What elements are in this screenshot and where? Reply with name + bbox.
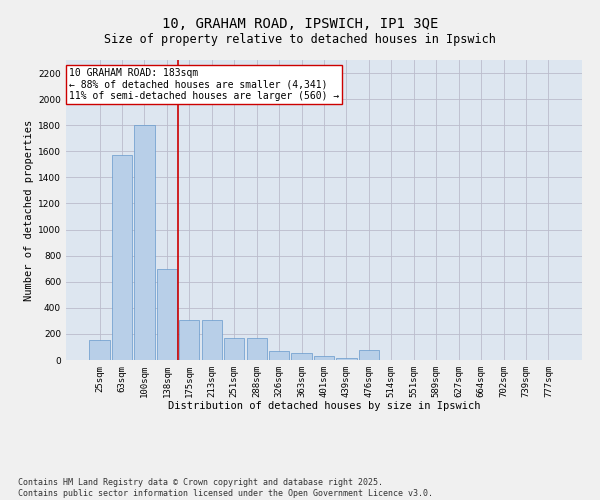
- Bar: [89, 340, 110, 360]
- Bar: [202, 320, 222, 360]
- Bar: [269, 351, 289, 360]
- Bar: [112, 154, 132, 360]
- Text: Size of property relative to detached houses in Ipswich: Size of property relative to detached ho…: [104, 32, 496, 46]
- X-axis label: Distribution of detached houses by size in Ipswich: Distribution of detached houses by size …: [168, 402, 480, 411]
- Bar: [134, 125, 155, 360]
- Bar: [337, 358, 356, 360]
- Bar: [179, 320, 199, 360]
- Text: 10 GRAHAM ROAD: 183sqm
← 88% of detached houses are smaller (4,341)
11% of semi-: 10 GRAHAM ROAD: 183sqm ← 88% of detached…: [68, 68, 339, 100]
- Text: Contains HM Land Registry data © Crown copyright and database right 2025.
Contai: Contains HM Land Registry data © Crown c…: [18, 478, 433, 498]
- Bar: [292, 354, 311, 360]
- Bar: [359, 350, 379, 360]
- Bar: [247, 338, 267, 360]
- Bar: [314, 356, 334, 360]
- Bar: [224, 338, 244, 360]
- Text: 10, GRAHAM ROAD, IPSWICH, IP1 3QE: 10, GRAHAM ROAD, IPSWICH, IP1 3QE: [162, 18, 438, 32]
- Bar: [157, 268, 177, 360]
- Y-axis label: Number of detached properties: Number of detached properties: [24, 120, 34, 300]
